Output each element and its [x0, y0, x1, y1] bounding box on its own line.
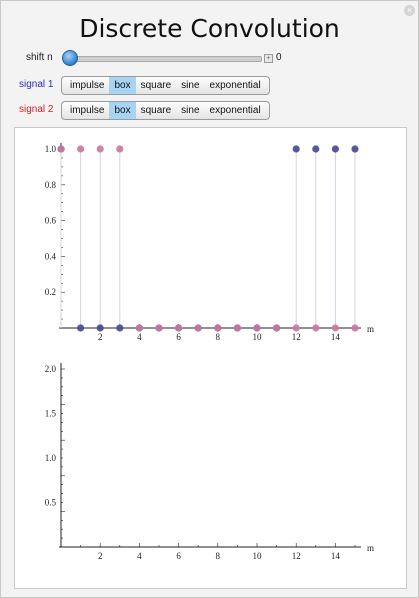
series-2-point [331, 324, 339, 332]
y-tick-label: 0.4 [45, 251, 57, 261]
series-2-point [312, 324, 320, 332]
signal-2-option-box[interactable]: box [109, 102, 136, 119]
x-axis-label: m [367, 324, 374, 334]
y-tick-label: 0.6 [45, 216, 57, 226]
series-1-point [351, 145, 359, 153]
series-2-point [214, 324, 222, 332]
y-tick-label: 1.5 [45, 409, 57, 419]
x-tick-label: 12 [292, 332, 301, 342]
x-tick-label: 12 [292, 551, 301, 561]
x-tick-label: 10 [253, 551, 263, 561]
series-2-point [175, 324, 183, 332]
y-tick-label: 2.0 [45, 364, 57, 374]
x-tick-label: 14 [331, 551, 341, 561]
x-tick-label: 14 [331, 332, 341, 342]
plots-canvas: 2 4 6 8 10 12 14 m 0.2 0.4 0.6 0.8 1.0 2 4 6 8 10 12 14 m 0.5… [45, 143, 374, 561]
x-tick-label: 2 [98, 332, 103, 342]
x-tick-label: 4 [137, 551, 142, 561]
series-2-point [233, 324, 241, 332]
x-tick-label: 6 [176, 332, 181, 342]
signal-2-option-exponential[interactable]: exponential [209, 105, 261, 116]
series-1-point [116, 324, 124, 332]
series-2-point [116, 145, 124, 153]
series-2-point [253, 324, 261, 332]
signal-2-selector: impulse box square sine exponential [61, 101, 270, 120]
signal-1-option-box[interactable]: box [109, 77, 136, 94]
page-title: Discrete Convolution [79, 14, 340, 43]
signal-2-option-sine[interactable]: sine [181, 105, 200, 116]
shift-slider-thumb[interactable] [62, 50, 78, 66]
signal-2-label: signal 2 [19, 104, 54, 115]
x-tick-label: 8 [216, 332, 221, 342]
signal-2-option-impulse[interactable]: impulse [70, 105, 105, 116]
chart-1: 2 4 6 8 10 12 14 m 0.2 0.4 0.6 0.8 1.0 [45, 143, 374, 342]
x-tick-label: 10 [253, 332, 263, 342]
x-tick-label: 8 [216, 551, 221, 561]
series-2-point [351, 324, 359, 332]
x-axis-label: m [367, 543, 374, 553]
signal-1-option-exponential[interactable]: exponential [209, 80, 261, 91]
y-tick-label: 0.5 [45, 498, 57, 508]
close-icon[interactable]: × [404, 5, 415, 16]
series-2-point [135, 324, 143, 332]
y-tick-label: 0.2 [45, 287, 56, 297]
chart-2: 2 4 6 8 10 12 14 m 0.5 1.0 1.5 2.0 [45, 363, 374, 561]
x-tick-label: 4 [137, 332, 142, 342]
series-2-point [273, 324, 281, 332]
x-tick-label: 2 [98, 551, 103, 561]
series-2-point [155, 324, 163, 332]
signal-2-option-square[interactable]: square [140, 105, 172, 116]
series-2-point [194, 324, 202, 332]
series-1-point [77, 324, 85, 332]
signal-1-option-impulse[interactable]: impulse [70, 80, 105, 91]
series-2-point [292, 324, 300, 332]
series-2-point [96, 145, 104, 153]
y-tick-label: 0.8 [45, 180, 57, 190]
shift-slider-track[interactable] [64, 56, 262, 62]
plus-icon[interactable]: + [264, 54, 273, 63]
y-tick-label: 1.0 [45, 453, 57, 463]
series-1-point [96, 324, 104, 332]
signal-1-option-sine[interactable]: sine [181, 80, 200, 91]
signal-1-option-square[interactable]: square [140, 80, 172, 91]
plot-panel: 2 4 6 8 10 12 14 m 0.2 0.4 0.6 0.8 1.0 2 4 6 8 10 12 14 m 0.5… [14, 127, 407, 589]
series-1-point [331, 145, 339, 153]
series-1-point [312, 145, 320, 153]
x-tick-label: 6 [176, 551, 181, 561]
shift-value: 0 [276, 52, 282, 63]
shift-label: shift n [26, 52, 53, 63]
y-tick-label: 1.0 [45, 144, 57, 154]
signal-1-label: signal 1 [19, 79, 54, 90]
signal-1-selector: impulse box square sine exponential [61, 76, 270, 95]
series-2-point [77, 145, 85, 153]
series-1-point [292, 145, 300, 153]
series-2-point [57, 145, 65, 153]
